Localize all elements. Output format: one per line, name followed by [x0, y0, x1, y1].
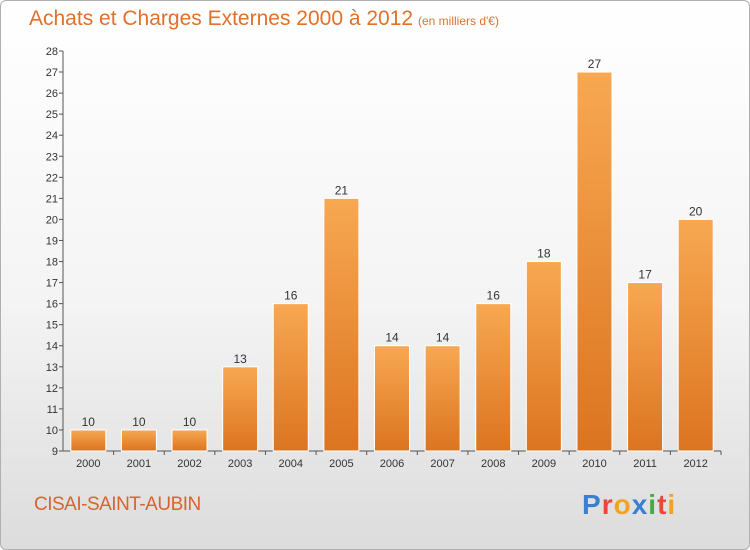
y-tick-label: 27: [46, 67, 58, 79]
data-label: 21: [335, 183, 349, 197]
logo-letter: t: [657, 489, 668, 520]
bar: [475, 303, 512, 452]
x-tick-label: 2005: [329, 458, 353, 470]
bar: [272, 303, 309, 452]
y-tick-label: 15: [46, 320, 58, 332]
logo-letter: r: [601, 489, 614, 520]
data-label: 20: [689, 204, 703, 218]
bar: [424, 345, 461, 452]
proxiti-logo: Proxiti: [582, 489, 676, 521]
x-tick-label: 2010: [582, 458, 606, 470]
bar: [627, 282, 664, 452]
chart-subtitle: (en milliers d'€): [418, 14, 499, 28]
y-tick-label: 26: [46, 88, 58, 100]
data-label: 17: [638, 268, 652, 282]
data-label: 16: [284, 289, 298, 303]
bar: [222, 366, 259, 452]
y-tick-label: 12: [46, 383, 58, 395]
data-label: 18: [537, 247, 551, 261]
x-tick-label: 2008: [481, 458, 505, 470]
data-label: 13: [233, 352, 247, 366]
bar: [525, 261, 562, 452]
x-tick-label: 2001: [127, 458, 151, 470]
bar: [171, 429, 208, 452]
y-tick-label: 9: [52, 446, 58, 458]
data-label: 14: [436, 331, 450, 345]
y-tick-label: 21: [46, 193, 58, 205]
bar: [120, 429, 157, 452]
commune-name: CISAI-SAINT-AUBIN: [34, 494, 201, 515]
logo-letter: P: [582, 489, 602, 520]
data-label: 27: [588, 57, 602, 71]
y-tick-label: 14: [46, 341, 58, 353]
bar: [70, 429, 107, 452]
logo-letter: x: [631, 489, 649, 520]
y-tick-label: 23: [46, 151, 58, 163]
bar: [323, 197, 360, 452]
y-tick-label: 13: [46, 362, 58, 374]
y-tick-label: 10: [46, 425, 58, 437]
x-tick-label: 2009: [532, 458, 556, 470]
data-label: 10: [132, 415, 146, 429]
y-tick-label: 11: [47, 404, 58, 416]
y-tick-label: 18: [46, 257, 58, 269]
x-tick-label: 2003: [228, 458, 252, 470]
x-tick-label: 2002: [177, 458, 201, 470]
bar: [374, 345, 410, 452]
data-label: 16: [487, 289, 501, 303]
logo-letter: o: [613, 489, 632, 520]
x-axis-ticks: 2000 2001 2002 2003 2004 2005 2006 2007 2008 2009…: [76, 451, 722, 470]
bar-series: [70, 71, 714, 452]
y-tick-label: 20: [46, 214, 58, 226]
y-tick-label: 17: [46, 278, 58, 290]
data-label: 10: [82, 415, 96, 429]
logo-letter: i: [667, 489, 677, 520]
x-tick-label: 2011: [633, 458, 657, 470]
x-tick-label: 2012: [683, 458, 707, 470]
y-tick-label: 28: [46, 46, 58, 58]
logo-letter: i: [648, 489, 658, 520]
x-tick-label: 2004: [279, 458, 303, 470]
x-tick-label: 2006: [380, 458, 404, 470]
y-axis-ticks: 9 10 11 12 13 14 15 16 17 18 19 20 21 22 23 24 25 26 27 28: [46, 46, 63, 458]
bar: [677, 218, 714, 452]
x-tick-label: 2007: [430, 458, 454, 470]
data-label: 14: [385, 331, 399, 345]
data-label: 10: [183, 415, 197, 429]
data-labels: 10 10 10 13 16 21 14 14 16 18 27 17 20: [82, 57, 703, 429]
chart-title: Achats et Charges Externes 2000 à 2012: [29, 7, 414, 30]
y-tick-label: 24: [46, 130, 58, 142]
y-tick-label: 16: [46, 299, 58, 311]
y-tick-label: 22: [46, 172, 58, 184]
y-tick-label: 25: [46, 109, 58, 121]
bar: [576, 71, 613, 452]
y-tick-label: 19: [46, 235, 58, 247]
x-tick-label: 2000: [76, 458, 100, 470]
